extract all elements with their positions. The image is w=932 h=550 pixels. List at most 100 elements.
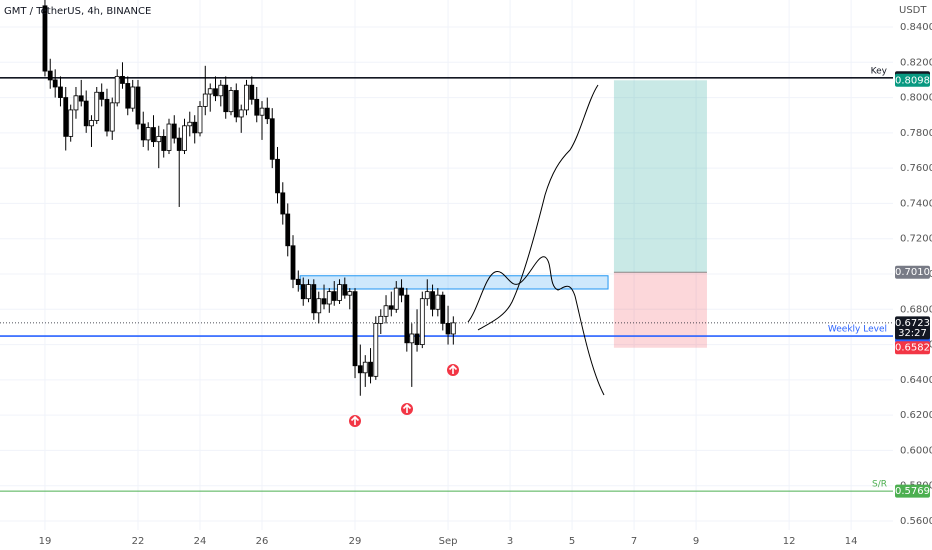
candle-body bbox=[140, 123, 146, 141]
candle-body bbox=[52, 79, 58, 88]
candle-body bbox=[259, 107, 265, 116]
candle-body bbox=[337, 284, 342, 301]
candle-body bbox=[47, 70, 53, 81]
layers: Key Weekly Level S/R bbox=[0, 66, 893, 492]
candle-body bbox=[109, 102, 115, 132]
candle-body bbox=[166, 123, 172, 151]
candle-body bbox=[63, 97, 69, 137]
x-tick-label: 19 bbox=[39, 536, 52, 547]
candle-body bbox=[73, 95, 79, 111]
price-tag bbox=[895, 316, 930, 340]
y-tick-label: 0.8200 bbox=[900, 57, 932, 68]
y-tick-label: 0.7600 bbox=[900, 163, 932, 174]
candle-body bbox=[104, 98, 110, 132]
candle-body bbox=[275, 158, 280, 194]
candle-body bbox=[326, 291, 332, 305]
candle-body bbox=[409, 333, 415, 344]
candle-body bbox=[94, 91, 100, 121]
y-axis-label: USDT bbox=[899, 5, 927, 16]
y-tick-label: 0.6200 bbox=[900, 410, 932, 421]
y-tick-label: 0.6400 bbox=[900, 375, 932, 386]
x-tick-label: 26 bbox=[256, 536, 269, 547]
candle-body bbox=[187, 121, 193, 127]
candle-body bbox=[42, 5, 48, 72]
y-tick-label: 0.7800 bbox=[900, 128, 932, 139]
candle-body bbox=[414, 333, 420, 345]
candle-body bbox=[285, 213, 291, 247]
x-tick-label: 14 bbox=[845, 536, 858, 547]
grid bbox=[0, 0, 893, 530]
x-tick-label: 9 bbox=[693, 536, 699, 547]
candle-body bbox=[244, 84, 249, 111]
candle-body bbox=[182, 125, 187, 151]
x-tick-label: 7 bbox=[631, 536, 637, 547]
candle-body bbox=[151, 127, 156, 143]
candle-body bbox=[342, 284, 348, 296]
candle-body bbox=[331, 291, 337, 301]
y-tick-label: 0.8400 bbox=[900, 22, 932, 33]
price-tag-label: 0.6582 bbox=[895, 343, 930, 354]
candles bbox=[42, 0, 456, 396]
candle-body bbox=[440, 294, 446, 324]
candle-body bbox=[347, 291, 353, 296]
x-tick-label: Sep bbox=[439, 536, 458, 547]
x-tick-label: 24 bbox=[194, 536, 207, 547]
x-tick-label: 12 bbox=[783, 536, 796, 547]
level-label: S/R bbox=[872, 480, 887, 490]
candle-body bbox=[176, 137, 182, 151]
price-tag-label: 0.7010 bbox=[895, 267, 930, 278]
y-tick-label: 0.6000 bbox=[900, 445, 932, 456]
candle-body bbox=[316, 298, 322, 314]
countdown: 32:27 bbox=[898, 328, 927, 339]
x-tick-label: 5 bbox=[569, 536, 575, 547]
signal-arrow bbox=[447, 364, 459, 376]
candle-body bbox=[228, 90, 234, 113]
candle-body bbox=[125, 83, 131, 109]
candle-body bbox=[233, 90, 239, 118]
candle-body bbox=[300, 284, 306, 300]
candle-body bbox=[373, 322, 379, 377]
candle-body bbox=[156, 135, 162, 143]
candle-body bbox=[68, 109, 74, 137]
x-tick-label: 3 bbox=[507, 536, 513, 547]
candle-body bbox=[249, 84, 255, 100]
candle-body bbox=[388, 305, 394, 310]
candle-body bbox=[58, 86, 63, 98]
candle-body bbox=[89, 120, 94, 127]
candle-body bbox=[269, 118, 275, 160]
candle-body bbox=[295, 278, 301, 285]
sketch-bearish bbox=[467, 256, 605, 396]
price-tag bbox=[895, 484, 930, 498]
sketch-bullish bbox=[477, 84, 599, 331]
candle-body bbox=[99, 91, 105, 100]
price-tags: 0.81120.66480.57690.80980.70100.65820.67… bbox=[895, 71, 930, 498]
price-tag-label: 0.8098 bbox=[895, 75, 930, 86]
candle-body bbox=[419, 298, 425, 345]
candle-body bbox=[362, 361, 368, 374]
candle-body bbox=[202, 93, 208, 107]
price-tag-label: 0.6723 bbox=[895, 318, 930, 329]
candle-body bbox=[306, 284, 311, 300]
x-tick-label: 29 bbox=[349, 536, 362, 547]
candle-body bbox=[238, 109, 244, 118]
candle-body bbox=[161, 135, 167, 151]
candle-body bbox=[114, 75, 120, 104]
candle-body bbox=[404, 294, 410, 344]
level-label: Weekly Level bbox=[828, 325, 887, 335]
candle-body bbox=[120, 75, 125, 84]
price-tag-label: 0.5769 bbox=[895, 486, 930, 497]
candle-body bbox=[264, 107, 270, 120]
price-tag bbox=[895, 73, 930, 87]
chart-title: GMT / TetherUS, 4h, BINANCE bbox=[4, 6, 151, 17]
candle-body bbox=[445, 322, 451, 335]
candle-body bbox=[321, 298, 327, 305]
candle-body bbox=[280, 192, 286, 215]
candle-body bbox=[171, 123, 177, 139]
profit-area bbox=[613, 80, 707, 273]
y-tick-label: 0.6800 bbox=[900, 304, 932, 315]
y-tick-label: 0.7200 bbox=[900, 234, 932, 245]
candle-body bbox=[145, 127, 151, 141]
candle-body bbox=[218, 84, 224, 97]
